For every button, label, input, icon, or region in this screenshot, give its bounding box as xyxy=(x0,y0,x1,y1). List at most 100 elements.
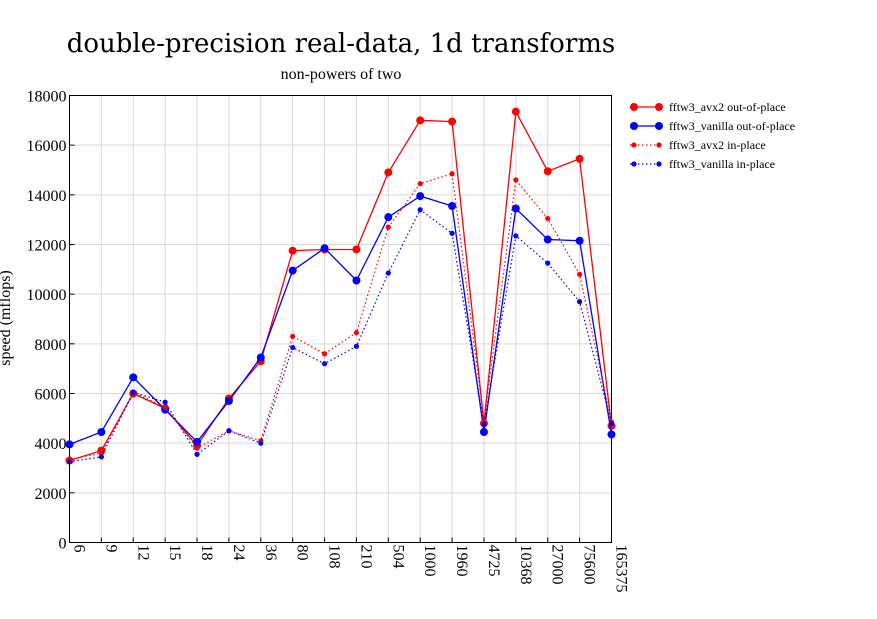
legend-marker xyxy=(630,103,638,111)
y-tick-label: 2000 xyxy=(35,486,67,503)
data-point xyxy=(384,213,393,222)
x-tick-label: 9 xyxy=(102,545,119,553)
data-point xyxy=(577,271,583,277)
data-point xyxy=(290,344,296,351)
x-tick-label: 15 xyxy=(166,545,183,561)
data-point xyxy=(479,427,488,436)
data-point xyxy=(481,421,487,428)
legend-marker xyxy=(656,161,662,167)
series-4 xyxy=(66,207,615,465)
y-tick-label: 18000 xyxy=(27,89,67,106)
data-point xyxy=(256,353,265,362)
data-point xyxy=(321,351,328,357)
data-point xyxy=(353,343,360,349)
data-point xyxy=(449,230,455,236)
data-point xyxy=(575,236,584,245)
legend-label: fftw3_avx2 out-of-place xyxy=(669,100,786,114)
x-tick-label: 1000 xyxy=(421,545,438,577)
data-point xyxy=(226,428,232,434)
x-tick-label: 10368 xyxy=(517,545,534,585)
data-point xyxy=(321,361,328,367)
legend-item: fftw3_vanilla in-place xyxy=(630,157,775,171)
series-1 xyxy=(65,107,616,465)
legend-item: fftw3_avx2 in-place xyxy=(630,138,766,152)
legend-marker xyxy=(655,122,663,130)
grid-lines xyxy=(69,95,612,543)
data-point xyxy=(97,427,106,436)
data-point xyxy=(417,181,423,187)
data-point xyxy=(577,299,583,305)
y-tick-label: 0 xyxy=(59,536,67,553)
plot-frame xyxy=(69,95,612,543)
series-layer xyxy=(65,107,616,465)
legend-marker xyxy=(655,103,663,111)
data-point xyxy=(98,454,104,460)
data-point xyxy=(416,192,425,201)
x-tick-label: 6 xyxy=(71,545,88,553)
y-tick-label: 16000 xyxy=(27,138,67,155)
data-point xyxy=(607,430,616,439)
x-tick-label: 18 xyxy=(198,545,215,561)
data-point xyxy=(65,440,74,449)
legend-marker xyxy=(630,122,638,130)
x-tick-label: 504 xyxy=(389,545,406,569)
x-tick-label: 108 xyxy=(326,545,343,569)
chart-title: double-precision real-data, 1d transform… xyxy=(67,29,616,59)
y-tick-label: 4000 xyxy=(35,436,67,453)
series-line xyxy=(69,208,613,463)
chart-subtitle: non-powers of two xyxy=(281,66,402,83)
x-tick-label: 210 xyxy=(357,545,374,569)
series-3 xyxy=(66,171,615,462)
y-tick-label: 14000 xyxy=(27,188,67,205)
data-point xyxy=(545,260,551,266)
series-line xyxy=(69,109,613,462)
data-point xyxy=(513,177,519,183)
data-point xyxy=(353,330,360,336)
x-tick-label: 24 xyxy=(230,545,247,561)
data-point xyxy=(511,204,520,213)
data-point xyxy=(194,445,200,451)
data-point xyxy=(449,171,455,177)
data-point xyxy=(385,270,391,276)
series-line xyxy=(69,195,613,446)
legend-label: fftw3_vanilla in-place xyxy=(669,157,775,171)
data-point xyxy=(162,399,168,405)
legend-marker xyxy=(656,142,662,148)
legend-marker xyxy=(631,142,637,148)
data-point xyxy=(575,154,584,163)
legend-label: fftw3_vanilla out-of-place xyxy=(669,119,795,133)
data-point xyxy=(448,117,457,126)
data-point xyxy=(98,450,104,456)
data-point xyxy=(258,440,264,446)
data-point xyxy=(543,167,552,176)
data-point xyxy=(448,202,457,211)
data-point xyxy=(193,437,202,446)
data-point xyxy=(290,333,296,339)
x-tick-label: 12 xyxy=(134,545,151,561)
data-point xyxy=(129,373,138,382)
y-tick-label: 6000 xyxy=(35,387,67,404)
data-point xyxy=(194,451,200,457)
x-axis-ticks: 6 9 12 15 18 24 36 80 108 210 504 1000 1960 4725 10368… xyxy=(69,537,630,593)
x-tick-label: 75600 xyxy=(581,545,598,585)
x-tick-label: 4725 xyxy=(485,545,502,577)
data-point xyxy=(162,404,168,410)
y-tick-label: 10000 xyxy=(27,287,67,304)
data-point xyxy=(545,215,551,222)
y-tick-label: 12000 xyxy=(27,238,67,255)
y-axis-label: speed (mflops) xyxy=(0,270,14,366)
legend: fftw3_avx2 out-of-place fftw3_vanilla out… xyxy=(630,100,795,171)
series-line xyxy=(69,172,613,460)
x-tick-label: 36 xyxy=(262,545,279,561)
data-point xyxy=(320,244,329,253)
x-tick-label: 27000 xyxy=(549,545,566,585)
legend-marker xyxy=(631,161,637,167)
y-tick-label: 8000 xyxy=(35,337,67,354)
series-2 xyxy=(65,192,616,449)
data-point xyxy=(288,266,297,275)
x-tick-label: 1960 xyxy=(453,545,470,577)
data-point xyxy=(513,233,519,239)
data-point xyxy=(384,168,393,177)
data-point xyxy=(66,459,73,465)
